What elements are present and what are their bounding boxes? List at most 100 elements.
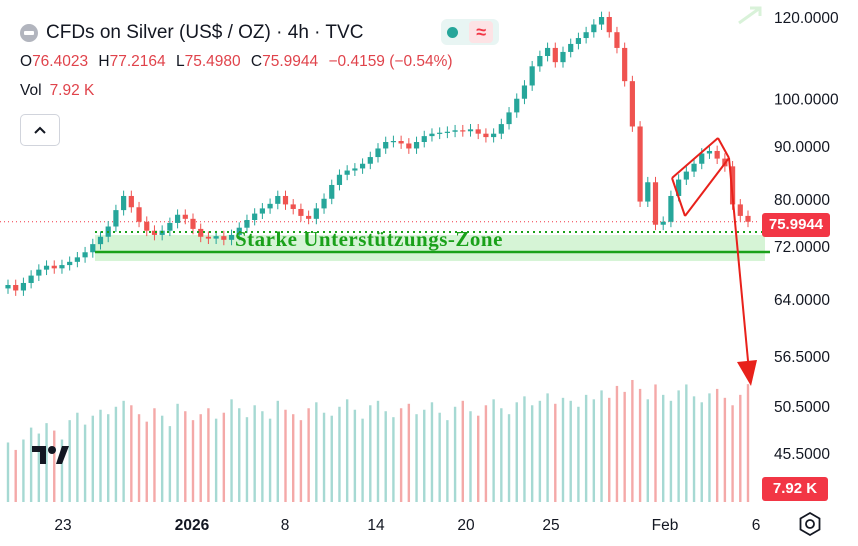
candle-body — [660, 221, 666, 225]
candle-body — [583, 32, 589, 39]
volume-bar — [646, 399, 649, 502]
candle-body — [36, 269, 42, 276]
volume-bar — [114, 406, 118, 502]
tradingview-logo-icon[interactable] — [30, 438, 70, 470]
volume-bar — [68, 420, 71, 502]
volume-bar — [107, 414, 110, 502]
time-axis-label: 25 — [542, 517, 559, 534]
candle-body — [421, 136, 427, 142]
volume-bar — [662, 394, 665, 502]
settings-gear-icon[interactable] — [797, 511, 823, 537]
volume-bar — [446, 420, 449, 502]
candle-body — [367, 157, 373, 164]
volume-bar — [168, 426, 172, 502]
price-axis-label: 50.5000 — [774, 399, 830, 416]
candle-body — [537, 56, 543, 67]
price-axis-label: 64.0000 — [774, 292, 830, 309]
price-axis-label: 80.0000 — [774, 192, 830, 209]
volume-bar — [299, 420, 303, 502]
volume-bar — [6, 442, 10, 502]
volume-bar — [137, 414, 141, 502]
scroll-to-realtime-icon[interactable] — [736, 4, 766, 26]
candle-body — [506, 112, 512, 125]
candle-body — [714, 150, 720, 159]
candle-body — [321, 198, 327, 209]
volume-bar — [469, 411, 472, 502]
low-value: 75.4980 — [184, 53, 241, 70]
close-value: 75.9944 — [262, 53, 319, 70]
time-axis-label: 2026 — [175, 517, 210, 534]
candle-body — [683, 171, 689, 180]
volume-bar — [399, 408, 403, 502]
volume-bar — [153, 408, 156, 502]
volume-bar — [130, 405, 133, 502]
time-axis-label: 6 — [752, 517, 761, 534]
candle-body — [413, 141, 420, 149]
candle-body — [437, 132, 443, 134]
volume-bar — [584, 394, 588, 502]
candle-body — [652, 182, 659, 225]
volume-bar — [507, 414, 511, 502]
volume-bar — [546, 393, 549, 502]
candle-body — [521, 85, 528, 99]
volume-bar — [592, 399, 596, 502]
price-axis-label: 45.5000 — [774, 446, 830, 463]
volume-bar — [561, 397, 565, 502]
candle-body — [498, 124, 504, 134]
volume-bar — [268, 418, 272, 502]
collapse-legend-button[interactable] — [20, 114, 60, 146]
volume-row: Vol 7.92 K — [20, 82, 94, 100]
price-axis-label: 90.0000 — [774, 139, 830, 156]
volume-bar — [37, 433, 41, 502]
price-axis-label: 120.0000 — [774, 10, 839, 27]
symbol-title[interactable]: CFDs on Silver (US$ / OZ) · 4h · TVC — [46, 22, 364, 43]
market-open-dot-icon — [446, 26, 458, 38]
candle-body — [329, 184, 335, 199]
volume-bar — [554, 403, 557, 502]
candle-body — [282, 195, 289, 205]
candle-body — [336, 174, 343, 185]
candle-body — [429, 133, 435, 137]
market-status-pill[interactable]: ≈ — [441, 19, 499, 45]
volume-bar — [361, 418, 364, 502]
candle-body — [606, 17, 612, 33]
candle-body — [475, 129, 481, 134]
candle-body — [452, 130, 458, 132]
candle-body — [167, 222, 173, 231]
candle-body — [552, 47, 558, 63]
volume-bar — [461, 400, 464, 502]
candle-body — [529, 66, 535, 86]
candle-body — [113, 210, 119, 227]
candle-body — [344, 170, 350, 175]
candle-body — [213, 236, 219, 239]
wedge-base-line — [671, 177, 686, 217]
volume-bar — [338, 406, 341, 502]
volume-bar — [145, 421, 148, 502]
volume-bar — [692, 396, 696, 502]
candle-body — [637, 126, 643, 202]
candle-body — [144, 221, 150, 231]
volume-bar — [500, 408, 503, 502]
time-axis-label: 23 — [54, 517, 71, 534]
volume-bar — [292, 414, 295, 502]
volume-bar — [369, 405, 372, 502]
volume-bar — [746, 384, 750, 502]
candle-body — [190, 218, 196, 229]
candle-body — [375, 148, 381, 158]
candle-body — [352, 168, 358, 171]
silver-symbol-icon — [20, 24, 38, 42]
volume-bar — [492, 399, 495, 502]
candle-body — [568, 43, 574, 52]
candle-body — [121, 195, 127, 211]
volume-bar — [453, 406, 457, 502]
volume-bar — [199, 414, 202, 502]
open-label: O — [20, 53, 33, 70]
high-label: H — [98, 53, 110, 70]
volume-bar — [99, 409, 102, 502]
candle-body — [598, 17, 605, 25]
candle-body — [43, 265, 50, 270]
volume-bar — [191, 420, 195, 502]
close-label: C — [250, 53, 263, 70]
candle-body — [82, 252, 88, 258]
